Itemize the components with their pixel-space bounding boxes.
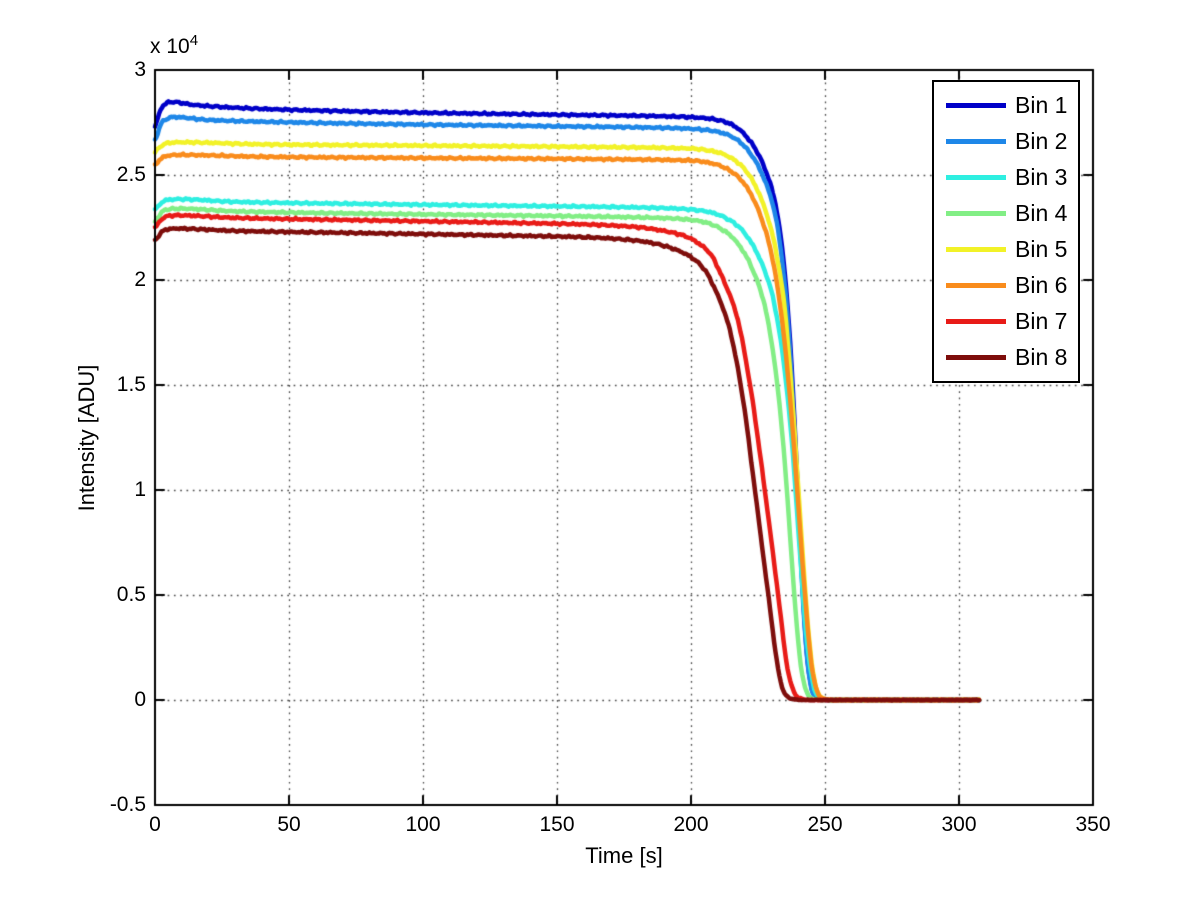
x-tick-label: 350 [1075, 813, 1111, 836]
legend-line-swatch [946, 175, 1006, 181]
legend-line-swatch [946, 318, 1006, 324]
x-tick-label: 50 [277, 813, 301, 836]
legend-label: Bin 3 [1015, 164, 1068, 191]
legend-item: Bin 3 [934, 161, 1078, 195]
y-tick-label: 0.5 [116, 583, 146, 606]
legend-item: Bin 8 [934, 340, 1078, 374]
x-tick-label: 200 [673, 813, 709, 836]
legend-label: Bin 6 [1015, 271, 1068, 298]
legend-label: Bin 7 [1015, 307, 1068, 334]
legend-item: Bin 7 [934, 304, 1078, 338]
y-axis-title: Intensity [ADU] [74, 364, 99, 512]
legend-label: Bin 8 [1015, 343, 1068, 370]
y-tick-label: 2.5 [116, 163, 146, 186]
y-axis-exponent-base: x 10 [150, 35, 190, 58]
legend-item: Bin 4 [934, 197, 1078, 231]
x-tick-label: 100 [405, 813, 441, 836]
legend-line-swatch [946, 103, 1006, 109]
legend-item: Bin 2 [934, 125, 1078, 159]
legend-line-swatch [946, 246, 1006, 252]
x-tick-label: 300 [941, 813, 977, 836]
y-tick-label: 1 [134, 478, 146, 501]
legend-label: Bin 4 [1015, 200, 1068, 227]
legend-item: Bin 6 [934, 268, 1078, 302]
y-tick-label: 2 [134, 268, 146, 291]
x-tick-label: 250 [807, 813, 843, 836]
legend-line-swatch [946, 354, 1006, 360]
legend-item: Bin 5 [934, 232, 1078, 266]
legend-line-swatch [946, 282, 1006, 288]
y-tick-label: 0 [134, 688, 146, 711]
y-axis-exponent-power: 4 [189, 32, 199, 49]
legend-label: Bin 1 [1015, 92, 1068, 119]
y-tick-label: 1.5 [116, 373, 146, 396]
x-tick-label: 0 [149, 813, 161, 836]
y-tick-label: 3 [134, 58, 146, 81]
x-tick-label: 150 [539, 813, 575, 836]
legend-label: Bin 5 [1015, 235, 1068, 262]
legend-line-swatch [946, 211, 1006, 217]
legend-item: Bin 1 [934, 89, 1078, 123]
legend: Bin 1 Bin 2 Bin 3 Bin 4 Bin 5 Bin 6 Bin 7 Bin 8 [932, 80, 1080, 383]
legend-label: Bin 2 [1015, 128, 1068, 155]
legend-line-swatch [946, 139, 1006, 145]
x-axis-title: Time [s] [585, 843, 663, 868]
y-axis-exponent: x 104 [150, 32, 198, 59]
y-tick-label: -0.5 [109, 793, 146, 816]
